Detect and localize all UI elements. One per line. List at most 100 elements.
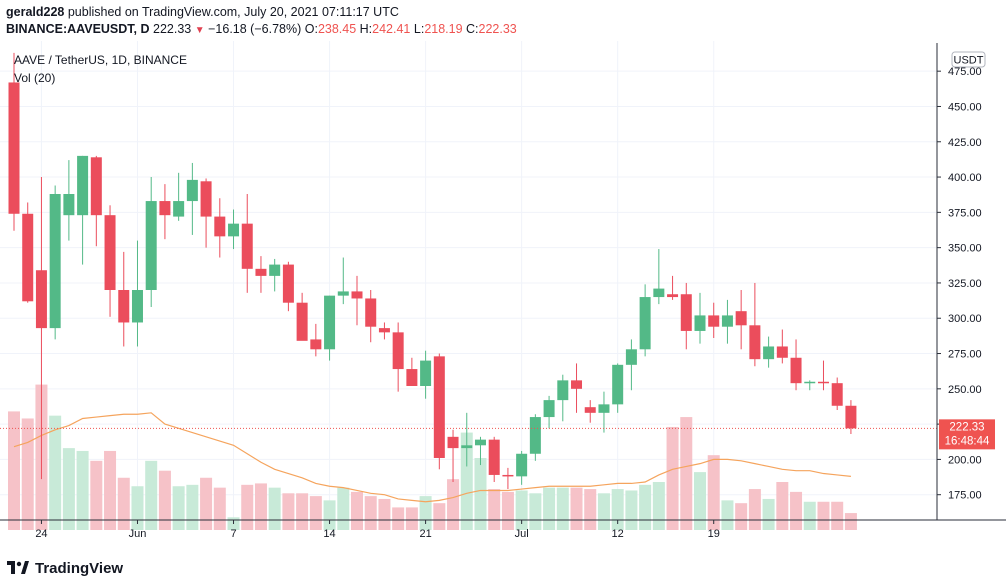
volume-bar <box>104 450 117 530</box>
candle <box>488 436 500 482</box>
volume-bar <box>694 472 706 530</box>
price-tick-label: 375.00 <box>948 207 982 219</box>
volume-bar <box>309 496 322 530</box>
candle <box>269 258 281 292</box>
candle <box>145 177 157 307</box>
last-price-tag: 222.33 <box>949 421 984 433</box>
candle <box>214 198 226 258</box>
time-axis[interactable]: 24 Jun 7 14 21 Jul 12 19 <box>0 519 1006 540</box>
currency-badge[interactable]: USDT <box>951 51 986 68</box>
volume-bar <box>378 498 391 530</box>
volume-bar <box>419 496 432 530</box>
low-label: L: <box>413 22 425 36</box>
candle <box>598 391 610 433</box>
volume-bar <box>501 491 514 530</box>
open-label: O: <box>304 22 318 36</box>
volume-bar <box>200 477 213 530</box>
volume-bar <box>735 503 748 530</box>
candle <box>324 295 336 361</box>
price-tick-label: 325.00 <box>948 278 982 290</box>
candle <box>845 400 857 434</box>
volume-bar <box>474 458 487 530</box>
candle <box>131 240 143 347</box>
volume-bar <box>254 483 267 530</box>
tradingview-footer[interactable]: TradingView <box>7 557 123 579</box>
candle <box>241 194 253 293</box>
last-price: 222.33 <box>153 22 192 36</box>
open-value: 238.45 <box>317 22 357 36</box>
candle <box>502 467 514 490</box>
chart-area[interactable]: 5 475.00 450.00 425.00 400.00 375.00 350.00 325… <box>0 31 1006 551</box>
tradingview-brand: TradingView <box>35 559 124 577</box>
volume-bar <box>131 486 144 530</box>
candle <box>22 202 34 303</box>
candle <box>474 436 486 466</box>
candle <box>461 412 473 467</box>
volume-bar <box>117 477 130 530</box>
volume-bar <box>172 486 185 530</box>
chart-legend-title: AAVE / TetherUS, 1D, BINANCE <box>14 53 187 67</box>
candles <box>8 52 857 490</box>
candle <box>90 155 102 247</box>
candle <box>639 284 651 357</box>
candle <box>667 275 679 300</box>
volume-moving-average-line <box>13 412 851 503</box>
candle <box>228 209 240 250</box>
volume-bar <box>282 493 295 530</box>
volume-bar <box>543 487 556 530</box>
price-tick-label: 350.00 <box>948 243 982 255</box>
volume-bar <box>21 418 34 530</box>
candlestick-chart[interactable]: 5 475.00 450.00 425.00 400.00 375.00 350.00 325… <box>0 31 1006 551</box>
price-change: −16.18 (−6.78%) <box>208 22 302 36</box>
price-tick-label: 200.00 <box>948 454 982 466</box>
price-tick-label: 250.00 <box>948 384 982 396</box>
volume-bar <box>351 491 363 530</box>
author-name[interactable]: gerald228 <box>6 5 65 19</box>
volume-bar <box>268 487 281 530</box>
volume-bar <box>652 482 665 530</box>
price-tick-label: 300.00 <box>948 313 982 325</box>
volume-bar <box>707 455 720 530</box>
volume-bar <box>488 489 501 530</box>
volume-bar <box>570 487 583 530</box>
volume-bar <box>323 500 336 530</box>
candle <box>282 261 294 312</box>
candle <box>173 172 185 221</box>
price-axis[interactable]: 5 475.00 450.00 425.00 400.00 375.00 350.00 325… <box>936 31 995 520</box>
publish-info: gerald228 published on TradingView.com, … <box>6 5 399 19</box>
volume-bar <box>639 484 652 530</box>
candle <box>721 299 733 344</box>
time-tick-label: 7 <box>230 528 236 540</box>
candle <box>296 292 308 341</box>
candle <box>749 282 761 367</box>
volume-bar <box>748 489 761 530</box>
volume-bar <box>844 513 857 530</box>
volume-bar <box>90 460 103 530</box>
volume-bar <box>433 503 446 530</box>
candle <box>35 177 47 480</box>
volume-bar <box>515 490 528 530</box>
candle <box>790 339 802 391</box>
volume-bar <box>213 487 226 530</box>
candle <box>557 374 569 422</box>
candle <box>708 302 720 338</box>
change-down-icon: ▼ <box>194 25 205 36</box>
volume-bar <box>817 501 830 530</box>
price-tick-label: 175.00 <box>948 490 982 502</box>
candle <box>447 429 459 482</box>
last-price-marker: 222.33 16:48:44 <box>939 419 995 450</box>
candle <box>680 282 692 350</box>
volume-bar <box>447 479 460 530</box>
price-tick-label: 400.00 <box>948 172 982 184</box>
candle <box>186 162 198 235</box>
volume-bar <box>666 426 679 530</box>
volume-bar <box>405 507 418 530</box>
volume-bar <box>803 501 816 530</box>
candle <box>8 52 20 231</box>
volume-bar <box>790 491 803 530</box>
volume-bar <box>241 484 254 530</box>
volume-bar <box>76 450 89 530</box>
candle <box>571 363 583 413</box>
candle <box>392 322 404 392</box>
volume-bar <box>62 448 75 530</box>
